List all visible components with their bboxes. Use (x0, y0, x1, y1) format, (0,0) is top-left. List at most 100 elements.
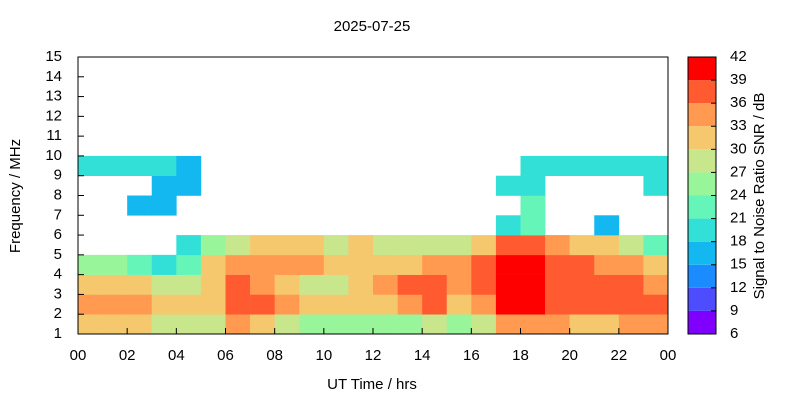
heat-cell (127, 195, 153, 216)
colorbar-label: Signal to Noise Ratio SNR / dB (751, 93, 768, 300)
x-tick-label: 22 (610, 347, 627, 364)
heat-cell (594, 294, 620, 315)
heat-cell (323, 254, 349, 275)
heat-cell (618, 274, 644, 295)
colorbar-band (688, 287, 716, 311)
chart-title: 2025-07-25 (334, 18, 411, 35)
heat-cell (594, 254, 620, 275)
heat-cell (520, 175, 546, 196)
heat-cell (618, 235, 644, 256)
heat-cell (200, 314, 226, 335)
heat-cell (471, 294, 497, 315)
heat-cell (176, 314, 202, 335)
heat-cell (78, 314, 103, 335)
y-tick-label: 4 (54, 266, 62, 283)
heat-cell (471, 235, 497, 256)
heat-cell (151, 294, 177, 315)
colorbar-tick-label: 6 (730, 325, 738, 342)
heat-cell (299, 314, 325, 335)
colorbar-band (688, 126, 716, 150)
x-tick-label: 14 (414, 347, 431, 364)
y-tick-label: 6 (54, 226, 62, 243)
heat-cell (250, 254, 275, 275)
colorbar-band (688, 218, 716, 242)
heat-cell (274, 294, 300, 315)
colorbar-band (688, 310, 716, 334)
heat-cell (397, 314, 423, 335)
heat-cell (446, 314, 472, 335)
heat-cell (520, 254, 546, 275)
heat-cell (151, 274, 177, 295)
heat-cell (274, 254, 300, 275)
y-tick-label: 7 (54, 206, 62, 223)
heat-cell (225, 294, 251, 315)
colorbar-band (688, 57, 716, 81)
heat-cell (397, 235, 423, 256)
heat-cell (520, 274, 546, 295)
heat-cell (348, 274, 374, 295)
heat-cell (176, 155, 202, 177)
colorbar-tick-label: 33 (730, 117, 747, 134)
heat-cell (299, 294, 325, 315)
heat-cell (520, 195, 546, 216)
heat-cell (495, 175, 521, 196)
heat-cell (373, 274, 398, 295)
heat-cell (225, 274, 251, 295)
heat-cell (250, 235, 275, 256)
heat-cell (151, 155, 177, 177)
heat-cell (618, 294, 644, 315)
heat-cell (151, 175, 177, 196)
heat-cell (200, 254, 226, 275)
heat-cell (545, 254, 570, 275)
heat-cell (594, 215, 620, 236)
heat-cell (618, 155, 644, 177)
y-axis-label: Frequency / MHz (7, 139, 24, 253)
x-tick-label: 04 (168, 347, 185, 364)
heat-cell (323, 235, 349, 256)
x-tick-label: 16 (463, 347, 480, 364)
x-tick-label: 00 (70, 347, 87, 364)
colorbar-tick-label: 39 (730, 71, 747, 88)
heat-cell (618, 314, 644, 335)
heat-cell (78, 254, 103, 275)
colorbar-tick-label: 18 (730, 233, 747, 250)
heat-cell (250, 274, 275, 295)
heat-cell (127, 314, 153, 335)
y-tick-label: 9 (54, 167, 62, 184)
y-tick-label: 11 (46, 127, 62, 144)
heat-cell (299, 274, 325, 295)
y-tick-label: 12 (45, 107, 62, 124)
heat-cell (127, 155, 153, 177)
heat-cell (397, 274, 423, 295)
heat-cell (225, 314, 251, 335)
x-tick-label: 06 (217, 347, 234, 364)
heat-cell (643, 235, 669, 256)
heat-cell (545, 294, 570, 315)
colorbar-band (688, 80, 716, 104)
heat-cell (127, 274, 153, 295)
heat-cell (569, 294, 595, 315)
heat-cell (594, 235, 620, 256)
heat-cell (151, 254, 177, 275)
colorbar-band (688, 195, 716, 219)
colorbar-tick-label: 27 (730, 163, 747, 180)
heat-cell (127, 294, 153, 315)
x-tick-label: 18 (512, 347, 529, 364)
colorbar-tick-label: 21 (730, 210, 747, 227)
colorbar-band (688, 149, 716, 173)
heat-cell (348, 294, 374, 315)
heat-cell (643, 155, 669, 177)
heat-cell (569, 254, 595, 275)
heat-cell (545, 274, 570, 295)
heat-cell (594, 155, 620, 177)
colorbar-band (688, 241, 716, 265)
y-tick-label: 5 (54, 246, 62, 263)
heat-cell (78, 274, 103, 295)
heat-cell (495, 274, 521, 295)
heat-cell (545, 235, 570, 256)
heat-cell (446, 254, 472, 275)
heat-cell (373, 294, 398, 315)
heat-cell (102, 254, 128, 275)
y-tick-label: 14 (45, 68, 62, 85)
heat-cell (422, 314, 448, 335)
